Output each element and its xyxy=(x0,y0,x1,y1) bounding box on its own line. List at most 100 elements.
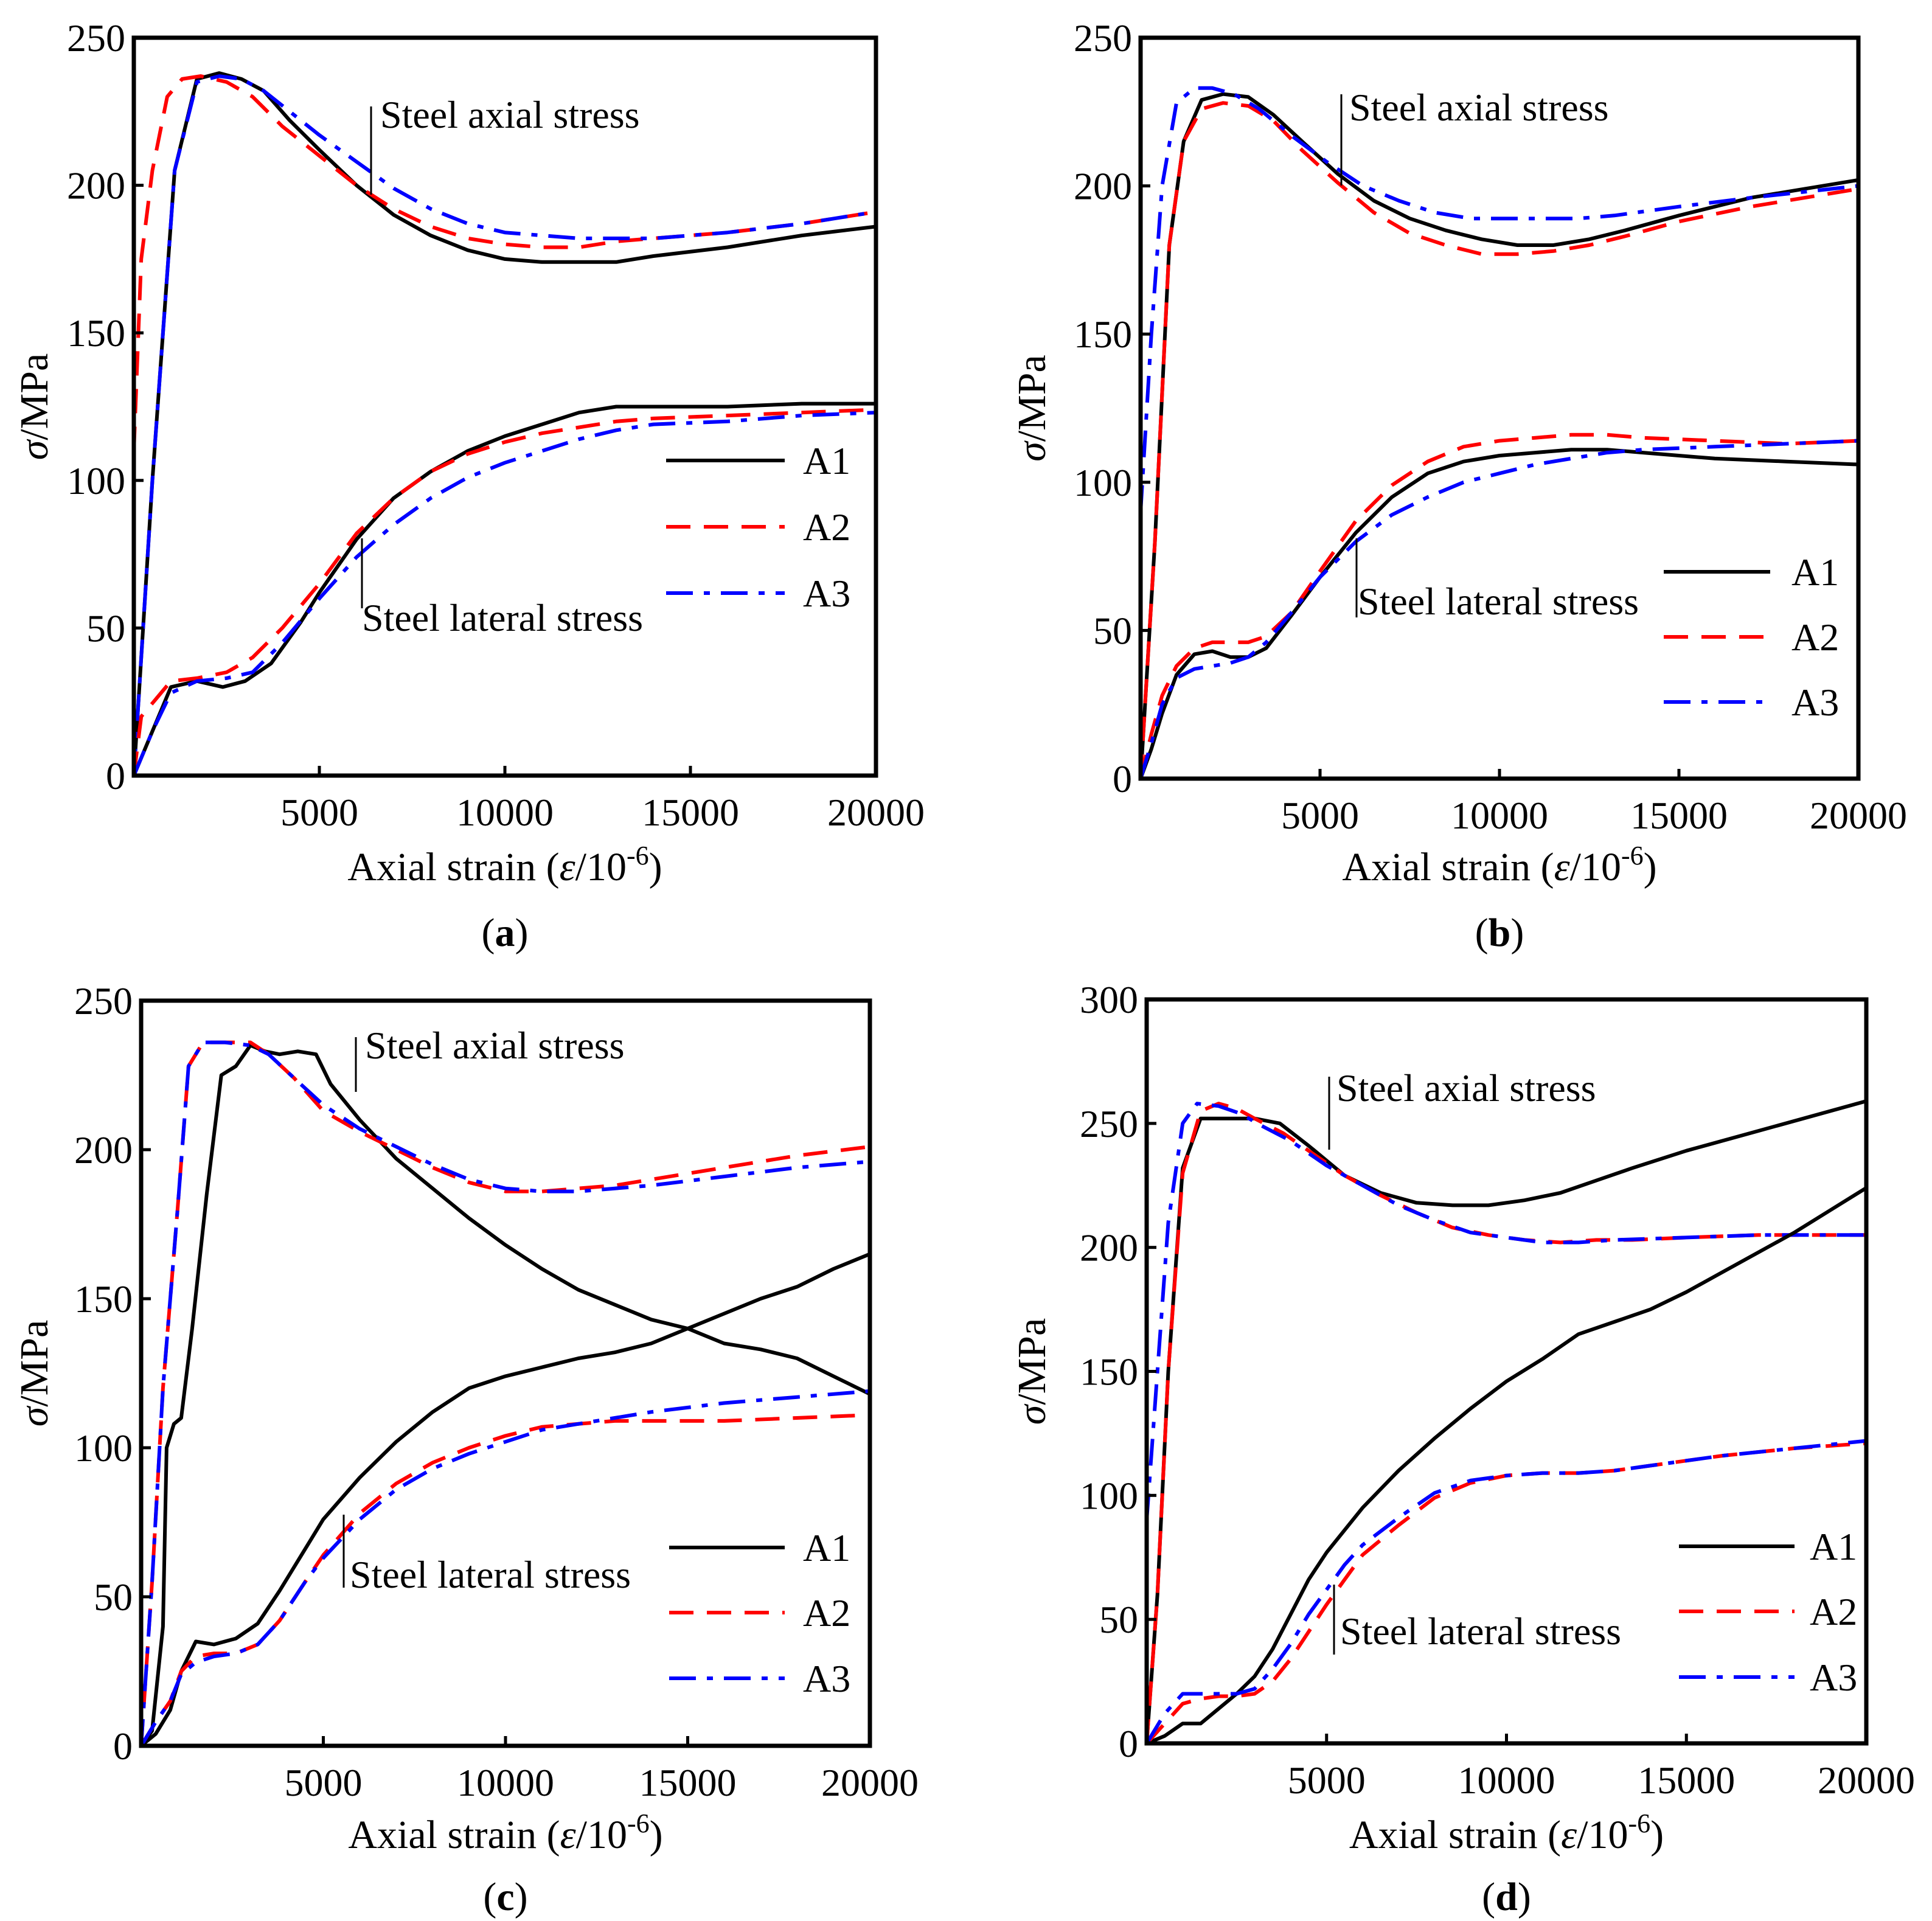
legend-label-a3: A3 xyxy=(803,1657,850,1700)
series-line-a3-lateral xyxy=(141,1389,870,1746)
panel-b: 0 50 100 150 200 250 5000 10000 15000 20000 Axial … xyxy=(1010,16,1907,955)
series-line-a3-axial xyxy=(1147,1102,1866,1521)
legend: A1 A2 A3 xyxy=(666,439,850,615)
x-tick-label: 10000 xyxy=(456,791,554,834)
x-tick-label: 10000 xyxy=(1458,1759,1555,1802)
annotation-axial-stress: Steel axial stress xyxy=(1349,86,1609,129)
panel-c: 0 50 100 150 200 250 5000 10000 15000 20000 Axial … xyxy=(12,979,919,1919)
y-tick-label: 200 xyxy=(67,164,125,207)
series-line-a2-lateral xyxy=(141,1413,870,1746)
y-tick-label: 150 xyxy=(74,1277,133,1321)
legend: A1 A2 A3 xyxy=(669,1526,850,1700)
series-line-a3-lateral xyxy=(134,411,876,776)
y-tick-label: 0 xyxy=(106,754,125,797)
y-tick-label: 0 xyxy=(113,1725,133,1768)
legend-label-a1: A1 xyxy=(803,439,850,482)
legend-label-a1: A1 xyxy=(803,1526,850,1569)
series-line-a3-axial xyxy=(134,74,876,776)
y-tick-label: 200 xyxy=(74,1128,133,1172)
legend-label-a2: A2 xyxy=(803,505,850,549)
series-line-a2-lateral xyxy=(1141,432,1858,779)
legend: A1 A2 A3 xyxy=(1679,1525,1857,1699)
x-axis-title: Axial strain (ε/10-6) xyxy=(348,1808,662,1857)
panel-d: 0 50 100 150 200 250 300 5000 10000 15000 20000 Axi… xyxy=(1010,978,1915,1919)
x-tick-label: 20000 xyxy=(1810,794,1907,837)
y-tick-label: 50 xyxy=(94,1575,133,1619)
plot-frame xyxy=(139,998,872,1748)
series-line-a1-axial xyxy=(141,1043,870,1746)
x-tick-label: 10000 xyxy=(1451,794,1548,837)
series-line-a1-lateral xyxy=(141,1252,870,1746)
legend: A1 A2 A3 xyxy=(1664,551,1839,724)
y-tick-label: 200 xyxy=(1080,1226,1138,1270)
panel-a: 0 50 100 150 200 250 5000 10000 15000 20000 Axial … xyxy=(12,16,925,955)
series-line-a1-lateral xyxy=(1147,1186,1866,1743)
series-line-a2-axial xyxy=(141,1040,870,1746)
y-tick-label: 50 xyxy=(1093,609,1132,652)
legend-label-a1: A1 xyxy=(1791,551,1839,594)
x-axis-title: Axial strain (ε/10-6) xyxy=(1349,1808,1664,1857)
x-axis-title: Axial strain (ε/10-6) xyxy=(1342,841,1656,889)
legend-label-a2: A2 xyxy=(803,1591,850,1634)
y-tick-label: 100 xyxy=(74,1426,133,1470)
y-axis-title: σ/MPa xyxy=(1010,355,1054,462)
x-tick-label: 20000 xyxy=(821,1761,919,1804)
series-group xyxy=(134,71,876,776)
x-tick-label: 5000 xyxy=(285,1761,363,1804)
annotation-axial-stress: Steel axial stress xyxy=(380,93,640,136)
legend-label-a3: A3 xyxy=(1791,681,1839,724)
panel-label: (d) xyxy=(1482,1875,1531,1919)
series-line-a2-axial xyxy=(1147,1102,1866,1743)
y-tick-label: 250 xyxy=(1080,1102,1138,1145)
series-group xyxy=(1141,86,1858,779)
annotation-axial-stress: Steel axial stress xyxy=(365,1024,625,1067)
x-tick-label: 5000 xyxy=(1281,794,1359,837)
x-tick-label: 20000 xyxy=(827,791,925,834)
panel-label: (c) xyxy=(483,1875,527,1919)
y-tick-label: 200 xyxy=(1074,165,1132,208)
x-tick-label: 20000 xyxy=(1818,1759,1915,1802)
annotation-axial-stress: Steel axial stress xyxy=(1336,1066,1596,1110)
annotation-lateral-stress: Steel lateral stress xyxy=(362,596,643,639)
series-line-a1-axial xyxy=(134,71,876,776)
x-tick-label: 15000 xyxy=(1638,1759,1735,1802)
series-line-a3-axial xyxy=(141,1040,870,1746)
series-line-a3-axial xyxy=(1141,86,1858,512)
y-tick-label: 100 xyxy=(1074,461,1132,504)
y-tick-label: 250 xyxy=(74,979,133,1023)
legend-label-a1: A1 xyxy=(1810,1525,1857,1568)
x-tick-label: 5000 xyxy=(280,791,358,834)
series-line-a2-lateral xyxy=(1147,1441,1866,1743)
x-tick-label: 15000 xyxy=(642,791,739,834)
y-tick-label: 150 xyxy=(67,311,125,355)
legend-label-a2: A2 xyxy=(1810,1590,1857,1633)
x-tick-label: 10000 xyxy=(457,1761,554,1804)
y-tick-label: 150 xyxy=(1080,1350,1138,1394)
x-axis-title: Axial strain (ε/10-6) xyxy=(347,841,662,889)
x-tick-label: 15000 xyxy=(639,1761,737,1804)
legend-label-a2: A2 xyxy=(1791,616,1839,659)
y-axis-title: σ/MPa xyxy=(12,353,57,460)
y-axis-title: σ/MPa xyxy=(12,1320,57,1427)
series-line-a1-lateral xyxy=(134,401,876,776)
annotation-lateral-stress: Steel lateral stress xyxy=(1358,580,1639,623)
panel-label: (a) xyxy=(482,911,529,955)
y-tick-label: 100 xyxy=(67,459,125,502)
y-axis-title: σ/MPa xyxy=(1010,1318,1054,1425)
annotation-lateral-stress: Steel lateral stress xyxy=(1340,1610,1621,1653)
x-tick-label: 15000 xyxy=(1630,794,1728,837)
y-tick-label: 0 xyxy=(1113,757,1132,801)
y-tick-label: 250 xyxy=(67,16,125,60)
plot-frame xyxy=(1138,35,1861,781)
legend-label-a3: A3 xyxy=(803,572,850,615)
series-group xyxy=(1147,1099,1866,1743)
y-tick-label: 50 xyxy=(86,606,125,650)
annotation-lateral-stress: Steel lateral stress xyxy=(350,1553,631,1596)
y-tick-label: 50 xyxy=(1099,1598,1138,1641)
legend-label-a3: A3 xyxy=(1810,1656,1857,1699)
y-tick-label: 150 xyxy=(1074,313,1132,356)
series-group xyxy=(141,1040,870,1746)
y-tick-label: 300 xyxy=(1080,978,1138,1021)
series-line-a3-lateral xyxy=(1147,1439,1866,1743)
